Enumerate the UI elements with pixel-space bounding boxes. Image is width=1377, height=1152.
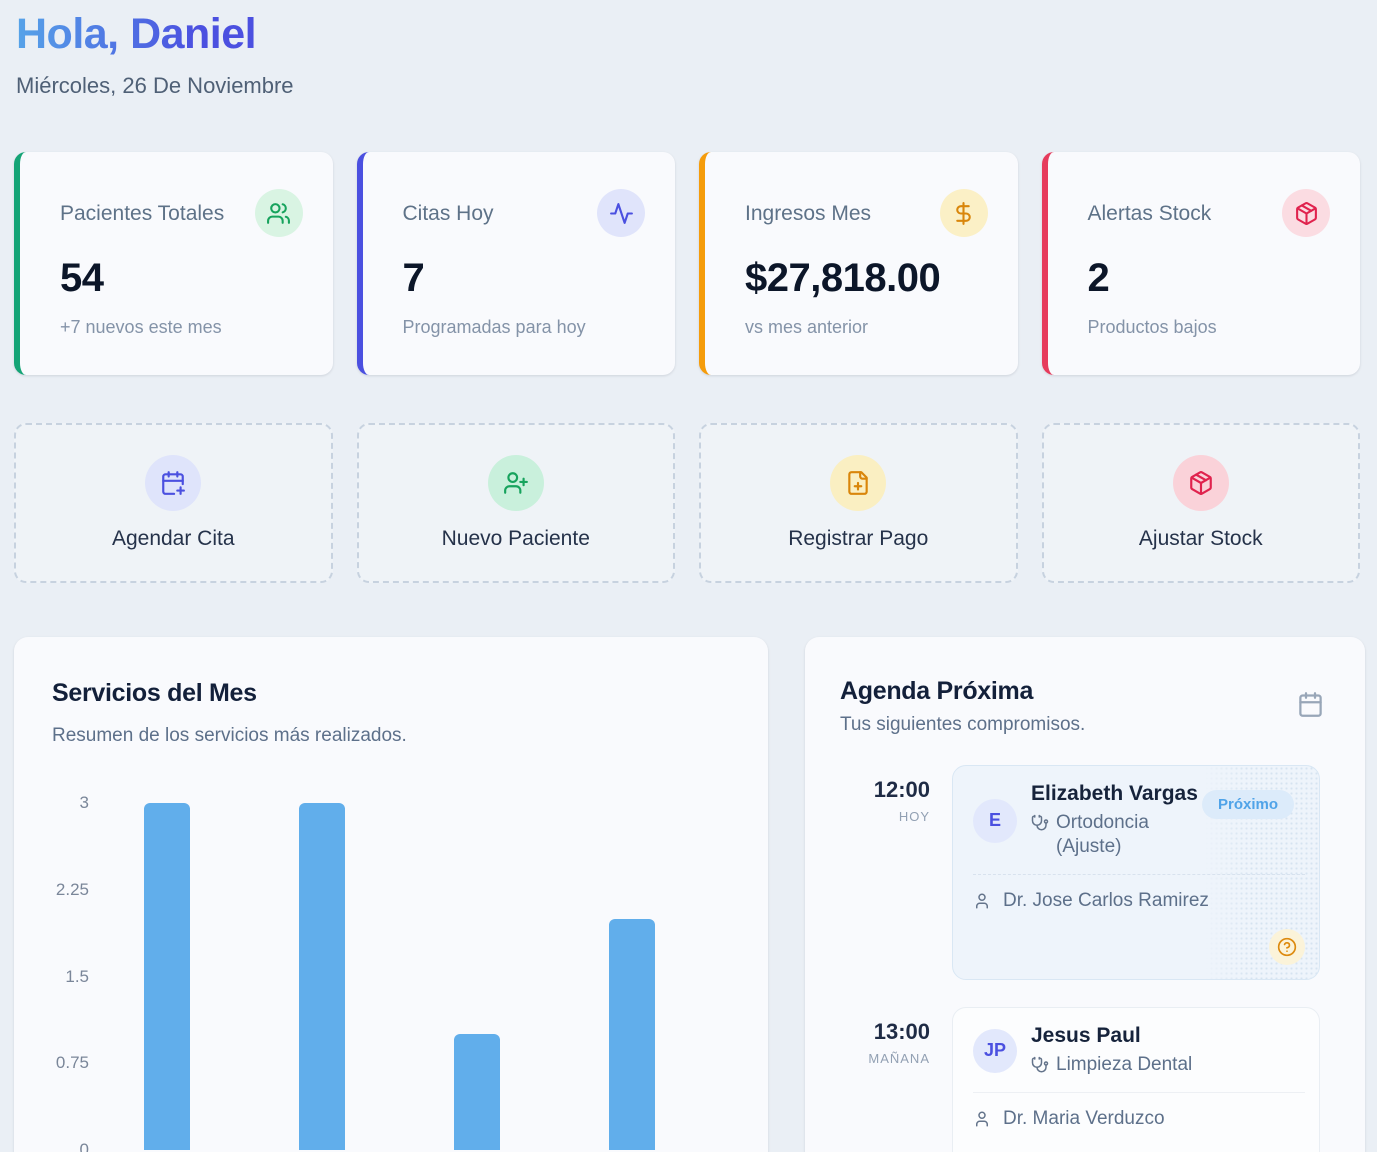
services-chart-card: Servicios del Mes Resumen de los servici… [14, 637, 768, 1152]
y-tick-label: 0.75 [55, 1053, 89, 1073]
quick-actions-row: Agendar Cita Nuevo Paciente Registrar Pa… [14, 423, 1360, 583]
stat-caption: Programadas para hoy [402, 317, 586, 337]
dollar-icon [939, 189, 988, 237]
user-icon [976, 893, 988, 909]
activity-icon [597, 189, 645, 237]
stat-caption: +7 nuevos este mes [60, 317, 222, 337]
divider [973, 1092, 1305, 1093]
stat-card: Alertas Stock 2 Productos bajos [1041, 152, 1360, 375]
appointment-row: 13:00 MAÑANA JP Jesus Paul Limpieza Dent… [805, 1007, 1365, 1152]
stat-label: Alertas Stock [1087, 202, 1212, 225]
doctor-name: Dr. Maria Verduzco [1003, 1108, 1165, 1129]
user-plus-icon [487, 455, 544, 511]
chart-subtitle: Resumen de los servicios más realizados. [52, 725, 407, 746]
stethoscope-icon [1031, 814, 1049, 831]
y-tick-label: 2.25 [55, 879, 89, 899]
users-icon [254, 189, 303, 237]
chart-title: Servicios del Mes [52, 679, 257, 707]
doctor-name: Dr. Jose Carlos Ramirez [1003, 890, 1209, 911]
stat-label: Citas Hoy [402, 202, 494, 225]
service-name: Ortodoncia (Ajuste) [1056, 812, 1149, 857]
avatar: E [973, 798, 1017, 843]
page-title: Hola, Daniel [16, 10, 257, 58]
chart-y-axis: 0 0.75 1.5 2.25 3 [34, 794, 89, 1152]
quick-action-label: Registrar Pago [788, 527, 929, 550]
stat-caption: Productos bajos [1087, 317, 1217, 337]
quick-action-label: Agendar Cita [111, 527, 235, 550]
appointment-time-cell: 12:00 HOY [805, 765, 952, 980]
current-date: Miércoles, 26 De Noviembre [16, 73, 294, 98]
package-icon [1172, 455, 1229, 511]
agenda-title: Agenda Próxima [840, 677, 1034, 705]
appointments-list: 12:00 HOY Próximo E Elizabeth Vargas Ort… [805, 765, 1365, 1152]
appointment-time: 13:00 [873, 1019, 930, 1044]
quick-action[interactable]: Ajustar Stock [1041, 423, 1360, 583]
stat-value: 2 [1087, 256, 1110, 300]
agenda-subtitle: Tus siguientes compromisos. [840, 714, 1086, 735]
quick-action[interactable]: Agendar Cita [14, 423, 333, 583]
divider [973, 874, 1305, 875]
patient-name: Jesus Paul [1031, 1024, 1141, 1047]
quick-action-label: Nuevo Paciente [441, 527, 590, 550]
calendar-plus-icon [145, 455, 202, 511]
status-badge: Próximo [1201, 790, 1294, 819]
bar [454, 1034, 500, 1150]
y-tick-label: 0 [79, 1140, 89, 1152]
appointment-card[interactable]: JP Jesus Paul Limpieza Dental Dr. Maria … [952, 1007, 1320, 1152]
page-header: Hola, Daniel Miércoles, 26 De Noviembre [16, 10, 294, 99]
appointment-time: 12:00 [873, 777, 930, 802]
stat-card: Citas Hoy 7 Programadas para hoy [356, 152, 675, 375]
y-tick-label: 1.5 [65, 966, 89, 986]
circle-question-icon [1277, 937, 1297, 957]
package-icon [1282, 189, 1330, 237]
stethoscope-icon [1031, 1056, 1049, 1073]
appointment-row: 12:00 HOY Próximo E Elizabeth Vargas Ort… [805, 765, 1365, 980]
appointment-time-cell: 13:00 MAÑANA [805, 1007, 952, 1152]
help-button[interactable] [1269, 929, 1305, 965]
service-name: Limpieza Dental [1056, 1054, 1193, 1075]
stat-card: Pacientes Totales 54 +7 nuevos este mes [14, 152, 333, 375]
quick-action[interactable]: Nuevo Paciente [356, 423, 675, 583]
y-tick-label: 3 [79, 793, 89, 812]
bar [144, 803, 190, 1150]
stat-card: Ingresos Mes $27,818.00 vs mes anterior [699, 152, 1018, 375]
bar [609, 918, 655, 1150]
appointment-day: MAÑANA [868, 1051, 930, 1066]
appointment-day: HOY [898, 809, 930, 824]
patient-name: Elizabeth Vargas [1031, 782, 1198, 805]
quick-action-label: Ajustar Stock [1138, 527, 1263, 550]
stat-caption: vs mes anterior [745, 317, 869, 337]
bar [299, 803, 345, 1150]
quick-action[interactable]: Registrar Pago [699, 423, 1018, 583]
stat-value: 7 [402, 256, 425, 300]
stat-value: $27,818.00 [745, 256, 941, 300]
stats-row: Pacientes Totales 54 +7 nuevos este mes … [14, 152, 1360, 375]
calendar-icon [1297, 691, 1324, 723]
appointment-card[interactable]: Próximo E Elizabeth Vargas Ortodoncia (A… [952, 765, 1320, 980]
stat-value: 54 [60, 256, 104, 300]
stat-label: Ingresos Mes [745, 202, 872, 225]
stat-label: Pacientes Totales [60, 202, 225, 225]
agenda-card: Agenda Próxima Tus siguientes compromiso… [805, 637, 1365, 1152]
file-plus-icon [830, 455, 887, 511]
bar-plot [119, 803, 739, 1150]
avatar: JP [973, 1028, 1017, 1073]
user-icon [976, 1111, 988, 1127]
